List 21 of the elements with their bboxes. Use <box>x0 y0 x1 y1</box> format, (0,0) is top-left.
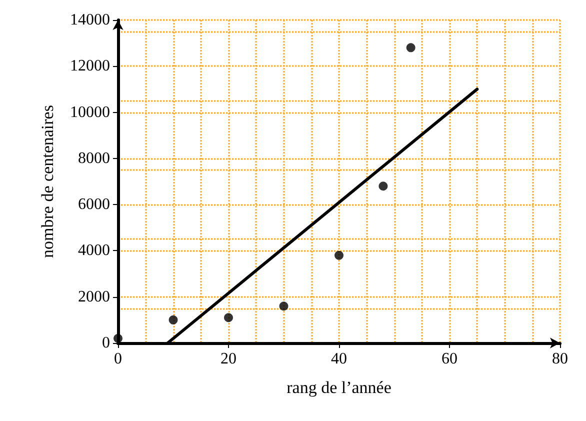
y-tick-label: 6000 <box>78 196 110 214</box>
x-axis-title: rang de l’année <box>286 378 392 397</box>
x-tick-label: 0 <box>114 350 122 368</box>
point <box>378 182 388 191</box>
y-tick-label: 0 <box>102 334 110 352</box>
x-tick-label: 20 <box>220 350 236 368</box>
x-tick-label: 80 <box>552 350 568 368</box>
y-tick-label: 10000 <box>70 104 110 121</box>
y-tick-label: 2000 <box>78 288 110 306</box>
x-tick-label: 40 <box>331 350 347 368</box>
y-tick-label: 4000 <box>78 242 110 260</box>
y-tick-label: 8000 <box>78 150 110 167</box>
point <box>168 315 178 324</box>
point <box>334 250 344 260</box>
point <box>224 313 233 322</box>
x-tick-label: 60 <box>442 350 458 368</box>
y-tick-label: 14000 <box>70 12 110 28</box>
y-axis-title: nombre de centenaires <box>38 105 57 258</box>
point <box>406 43 416 52</box>
point <box>279 302 288 311</box>
y-tick-label: 12000 <box>70 58 110 75</box>
